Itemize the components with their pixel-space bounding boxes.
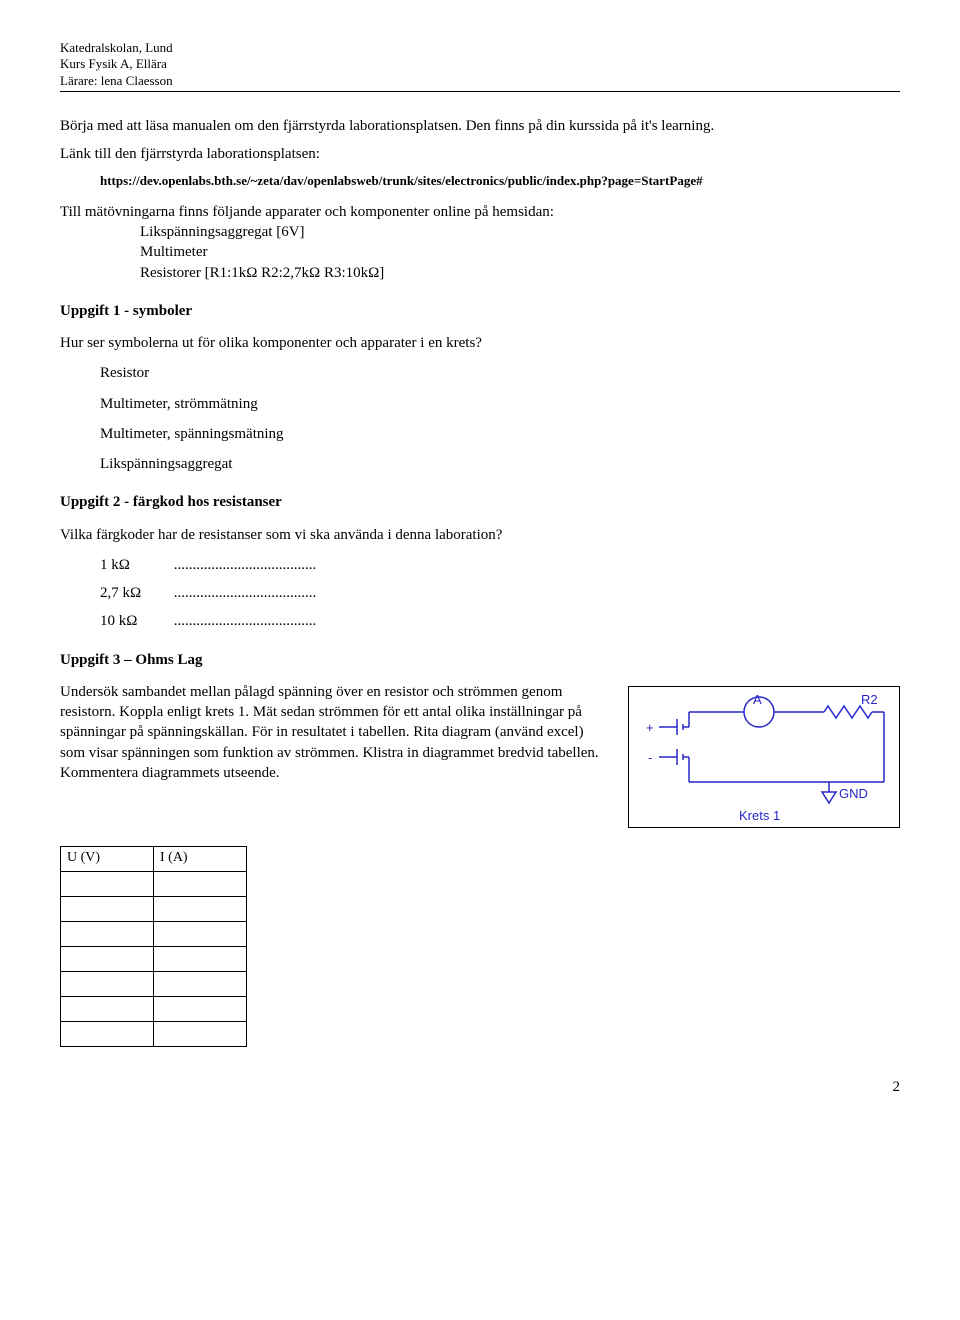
apparatus-item-2: Multimeter	[140, 242, 900, 262]
uppgift-1-title: Uppgift 1 - symboler	[60, 301, 900, 321]
circuit-label-A: A	[753, 691, 762, 709]
table-row	[61, 946, 247, 971]
uppgift-3-title: Uppgift 3 – Ohms Lag	[60, 650, 900, 670]
intro-paragraph-1: Börja med att läsa manualen om den fjärr…	[60, 116, 900, 136]
symbol-item-amm: Multimeter, strömmätning	[100, 394, 900, 414]
table-row	[61, 921, 247, 946]
apparatus-intro: Till mätövningarna finns följande appara…	[60, 202, 900, 222]
page-number: 2	[60, 1077, 900, 1097]
apparatus-item-3: Resistorer [R1:1kΩ R2:2,7kΩ R3:10kΩ]	[140, 263, 900, 283]
table-header-i: I (A)	[154, 846, 247, 871]
circuit-diagram: A R2 + - GND Krets 1	[628, 686, 900, 828]
uppgift-2-title: Uppgift 2 - färgkod hos resistanser	[60, 492, 900, 512]
circuit-label-minus: -	[648, 749, 652, 767]
fill-10k: 10 kΩ ..................................…	[100, 611, 900, 631]
fill-1k-label: 1 kΩ	[100, 555, 170, 575]
table-row	[61, 896, 247, 921]
table-header-u: U (V)	[61, 846, 154, 871]
fill-27k-dots: ......................................	[174, 585, 317, 601]
apparatus-item-1: Likspänningsaggregat [6V]	[140, 222, 900, 242]
lab-link[interactable]: https://dev.openlabs.bth.se/~zeta/dav/op…	[100, 172, 900, 190]
circuit-label-R2: R2	[861, 691, 878, 709]
uppgift-2-question: Vilka färgkoder har de resistanser som v…	[60, 525, 900, 545]
uppgift-1-question: Hur ser symbolerna ut för olika komponen…	[60, 333, 900, 353]
intro-paragraph-2: Länk till den fjärrstyrda laborationspla…	[60, 144, 900, 164]
fill-10k-dots: ......................................	[174, 613, 317, 629]
fill-27k: 2,7 kΩ .................................…	[100, 583, 900, 603]
symbol-item-volt: Multimeter, spänningsmätning	[100, 424, 900, 444]
circuit-label-GND: GND	[839, 785, 868, 803]
document-header: Katedralskolan, Lund Kurs Fysik A, Ellär…	[60, 40, 900, 92]
header-line-3: Lärare: lena Claesson	[60, 73, 900, 89]
table-row	[61, 1021, 247, 1046]
header-line-1: Katedralskolan, Lund	[60, 40, 900, 56]
symbol-item-resistor: Resistor	[100, 363, 900, 383]
uppgift-3-para: Undersök sambandet mellan pålagd spännin…	[60, 682, 608, 783]
table-row	[61, 996, 247, 1021]
table-row	[61, 971, 247, 996]
data-table: U (V) I (A)	[60, 846, 247, 1047]
fill-27k-label: 2,7 kΩ	[100, 583, 170, 603]
circuit-label-plus: +	[646, 719, 654, 737]
fill-1k-dots: ......................................	[174, 557, 317, 573]
circuit-caption: Krets 1	[739, 807, 780, 825]
fill-10k-label: 10 kΩ	[100, 611, 170, 631]
header-line-2: Kurs Fysik A, Ellära	[60, 56, 900, 72]
fill-1k: 1 kΩ ...................................…	[100, 555, 900, 575]
symbol-item-psu: Likspänningsaggregat	[100, 454, 900, 474]
table-row	[61, 871, 247, 896]
